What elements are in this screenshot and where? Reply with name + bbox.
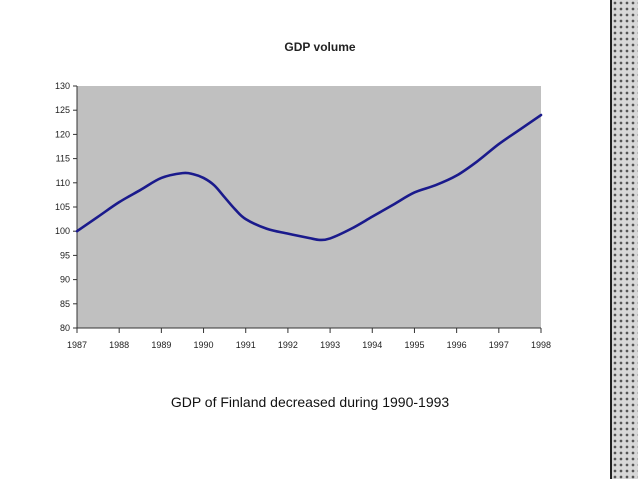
gdp-series-line [75,113,543,242]
slide-caption: GDP of Finland decreased during 1990-199… [170,394,450,410]
chart-title: GDP volume [284,40,356,54]
y-tick-label: 115 [56,154,70,164]
plot-area [77,86,541,328]
x-tick-label: 1992 [278,340,298,350]
x-tick-label: 1998 [531,340,551,350]
x-tick-label: 1988 [109,340,129,350]
y-tick-label: 105 [55,202,70,212]
y-tick-label: 125 [55,105,70,115]
y-axis-ticks: 80 85 90 95 100 105 110 115 120 125 130 [55,81,77,333]
y-tick-label: 110 [56,178,70,188]
x-tick-label: 1995 [404,340,424,350]
y-tick-label: 95 [60,250,70,260]
x-axis-ticks: 1987 1988 1989 1990 1991 1992 1993 1994 1995 1996… [67,328,551,350]
y-tick-label: 85 [60,299,70,309]
x-tick-label: 1990 [194,340,214,350]
y-tick-label: 80 [60,323,70,333]
x-tick-label: 1989 [151,340,171,350]
x-tick-label: 1994 [362,340,382,350]
decorative-edge-pattern [612,0,638,479]
y-tick-label: 130 [55,81,70,91]
y-tick-label: 120 [55,129,70,139]
x-tick-label: 1987 [67,340,87,350]
x-tick-label: 1996 [447,340,467,350]
y-tick-label: 100 [55,226,70,236]
x-tick-label: 1991 [236,340,256,350]
edge-divider [610,0,612,479]
x-tick-label: 1997 [489,340,509,350]
x-tick-label: 1993 [320,340,340,350]
y-tick-label: 90 [60,275,70,285]
